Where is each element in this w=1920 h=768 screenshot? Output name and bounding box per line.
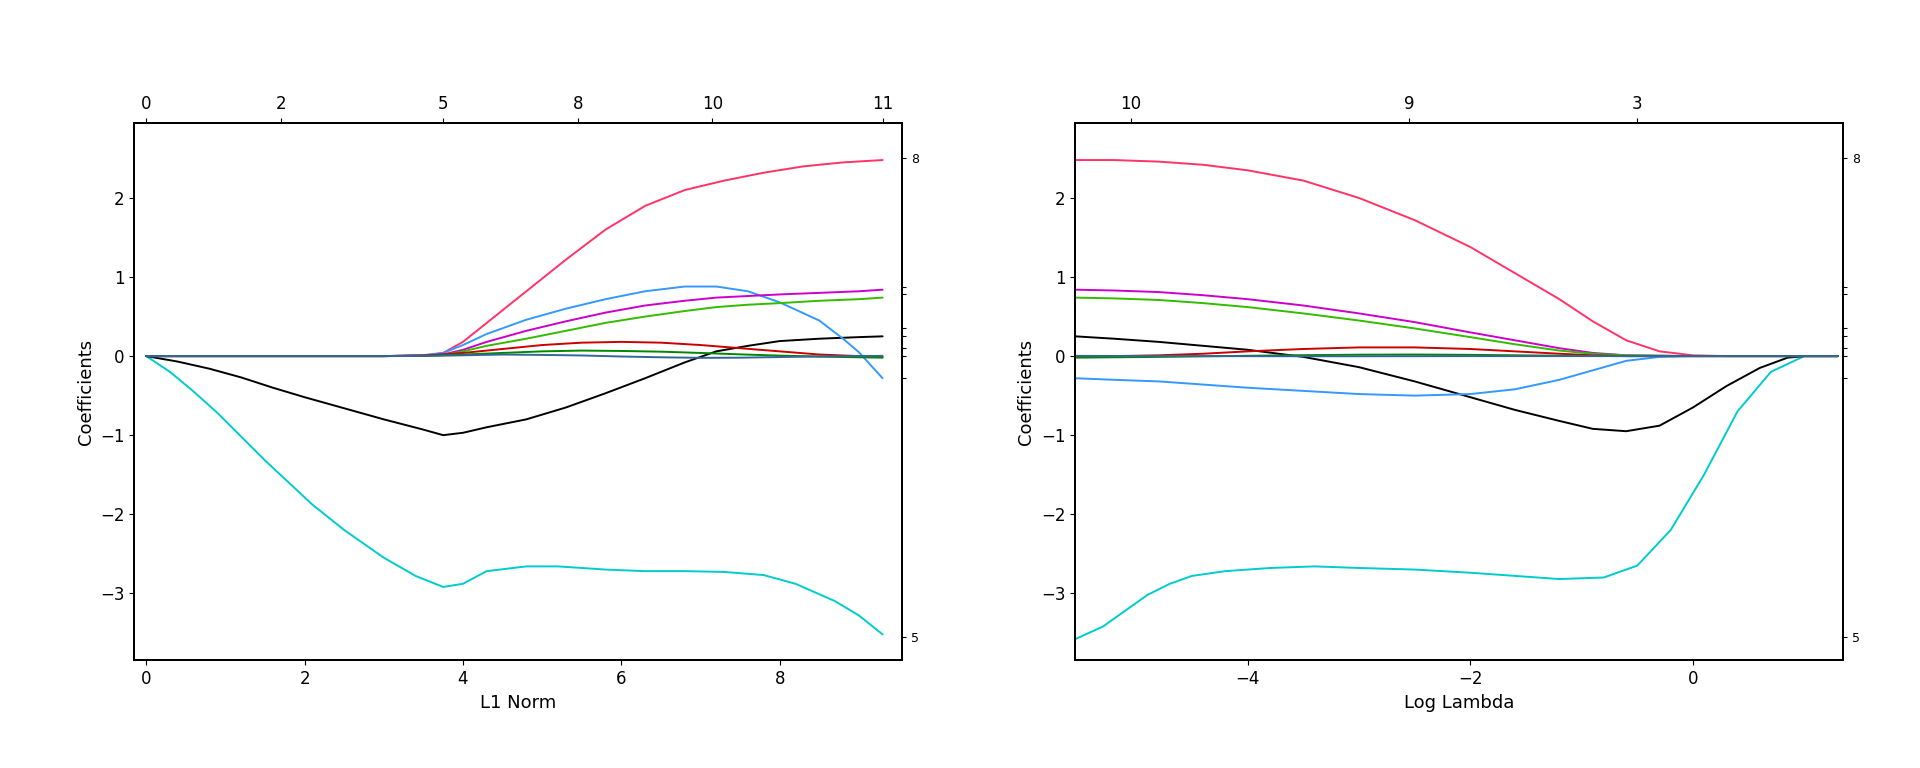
Y-axis label: Coefficients: Coefficients	[1018, 339, 1035, 445]
X-axis label: L1 Norm: L1 Norm	[480, 694, 557, 712]
X-axis label: Log Lambda: Log Lambda	[1404, 694, 1515, 712]
Y-axis label: Coefficients: Coefficients	[77, 339, 94, 445]
